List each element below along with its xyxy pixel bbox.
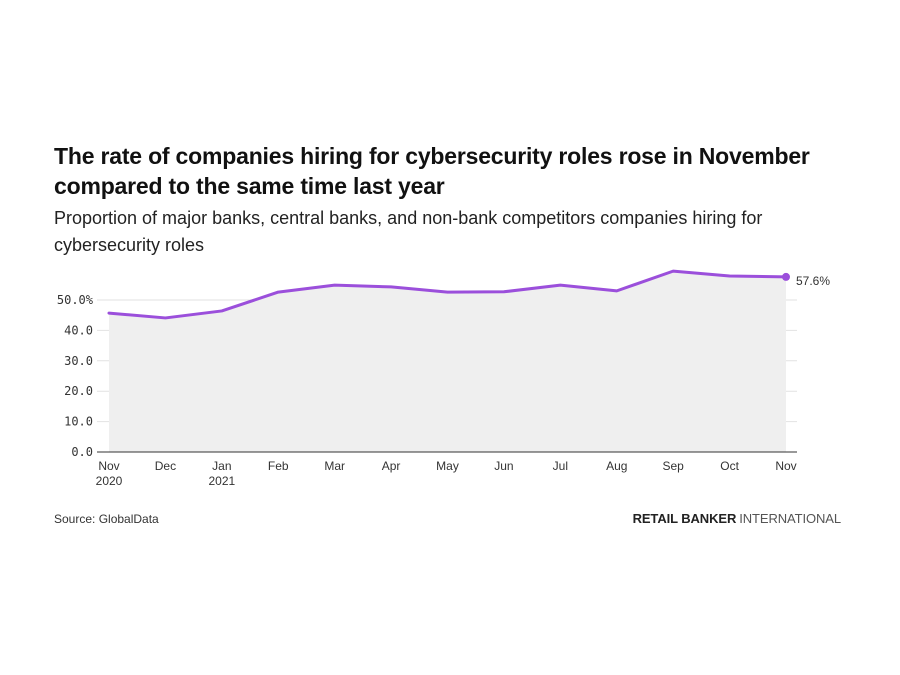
chart-title: The rate of companies hiring for cyberse… [54,143,810,199]
y-tick-label: 0.0 [71,445,93,459]
series-line [107,269,788,320]
x-tick-label: Jun [494,459,513,473]
brand-logo: RETAIL BANKER INTERNATIONAL [632,511,842,526]
x-tick-label: May [436,459,459,473]
x-tick-label: Dec [155,459,176,473]
area-fill [109,271,786,452]
x-tick-label: Feb [268,459,289,473]
x-tick-label: Jan [212,459,231,473]
x-tick-label: Jul [553,459,568,473]
x-tick-sublabel: 2020 [96,474,123,488]
chart-subtitle: Proportion of major banks, central banks… [54,208,763,255]
x-tick-label: Sep [662,459,684,473]
end-point-marker [782,272,790,281]
y-axis-ticks: 0.0 10.0 20.0 30.0 40.0 50.0% [57,293,94,459]
y-tick-label: 50.0% [57,293,94,307]
x-tick-label: Mar [324,459,345,473]
x-tick-sublabel: 2021 [208,474,235,488]
x-tick-label: Nov [98,459,119,473]
x-tick-label: Oct [720,459,739,473]
brand-bold: RETAIL BANKER [632,511,737,526]
source-note: Source: GlobalData [54,512,159,526]
y-tick-label: 20.0 [64,384,93,398]
y-tick-label: 30.0 [64,354,93,368]
brand-light: INTERNATIONAL [739,511,841,526]
x-tick-label: Nov [775,459,796,473]
y-tick-label: 10.0 [64,415,93,429]
y-tick-label: 40.0 [64,323,93,337]
x-tick-label: Apr [382,459,401,473]
end-value-label: 57.6% [796,274,830,288]
x-tick-label: Aug [606,459,627,473]
